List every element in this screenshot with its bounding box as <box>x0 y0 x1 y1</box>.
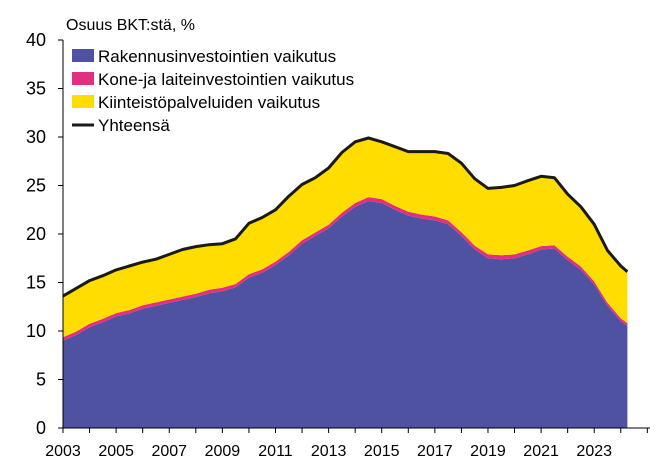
y-tick-label: 20 <box>26 224 46 244</box>
x-tick-label: 2019 <box>470 443 506 460</box>
y-tick-label: 40 <box>26 30 46 50</box>
legend-swatch <box>72 95 94 108</box>
legend-swatch <box>72 49 94 62</box>
y-tick-label: 10 <box>26 321 46 341</box>
x-tick-label: 2015 <box>364 443 400 460</box>
x-tick-label: 2011 <box>258 443 293 460</box>
x-tick-label: 2023 <box>576 443 612 460</box>
legend: Rakennusinvestointien vaikutus Kone-ja la… <box>72 47 354 135</box>
y-tick-label: 35 <box>26 79 46 99</box>
total-line <box>62 136 629 298</box>
legend-label: Kone-ja laiteinvestointien vaikutus <box>98 70 354 89</box>
legend-label: Kiinteistöpalveluiden vaikutus <box>98 93 320 112</box>
axes: 0 5 10 15 20 25 30 35 40 2003 2005 2007 2009 2011 2013… <box>26 30 650 460</box>
legend-label: Rakennusinvestointien vaikutus <box>98 47 336 66</box>
x-tick-label: 2013 <box>311 443 347 460</box>
stacked-areas <box>63 138 628 428</box>
total-line-layer <box>62 136 629 298</box>
y-tick-label: 25 <box>26 176 46 196</box>
legend-label: Yhteensä <box>98 116 170 135</box>
y-tick-label: 15 <box>26 273 46 293</box>
area-series-1 <box>63 201 628 428</box>
x-tick-label: 2003 <box>45 443 81 460</box>
y-tick-label: 30 <box>26 127 46 147</box>
legend-swatch <box>72 72 94 85</box>
y-axis-title: Osuus BKT:stä, % <box>66 17 195 34</box>
x-tick-label: 2005 <box>98 443 134 460</box>
x-tick-label: 2009 <box>205 443 241 460</box>
x-tick-label: 2007 <box>151 443 187 460</box>
x-tick-label: 2017 <box>417 443 453 460</box>
y-tick-label: 0 <box>36 418 46 438</box>
y-tick-label: 5 <box>36 370 46 390</box>
x-tick-label: 2021 <box>523 443 559 460</box>
